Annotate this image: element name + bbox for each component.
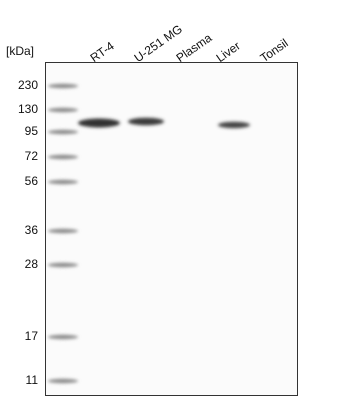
marker-label: 72 xyxy=(25,149,39,163)
band xyxy=(78,118,120,128)
ladder-band xyxy=(48,83,78,89)
ladder-band xyxy=(48,228,78,234)
ladder-band xyxy=(48,179,78,185)
blot-frame xyxy=(45,62,298,396)
marker-label: 56 xyxy=(25,174,39,188)
bands xyxy=(78,117,250,129)
ladder-band xyxy=(48,262,78,268)
band xyxy=(128,117,164,126)
marker-label: 130 xyxy=(18,102,38,116)
ladder-band xyxy=(48,129,78,135)
ladder-band xyxy=(48,154,78,160)
ladder-band xyxy=(48,378,78,384)
marker-label: 11 xyxy=(26,373,39,387)
marker-label: 17 xyxy=(25,329,39,343)
marker-label: 95 xyxy=(25,124,39,138)
ladder xyxy=(48,83,78,384)
unit-label: [kDa] xyxy=(6,44,34,58)
band xyxy=(218,121,250,129)
marker-label: 28 xyxy=(25,257,39,271)
marker-label: 230 xyxy=(18,78,38,92)
marker-labels: 230 130 95 72 56 36 28 17 11 xyxy=(18,78,38,387)
ladder-band xyxy=(48,107,78,113)
marker-label: 36 xyxy=(25,223,39,237)
ladder-band xyxy=(48,334,78,340)
